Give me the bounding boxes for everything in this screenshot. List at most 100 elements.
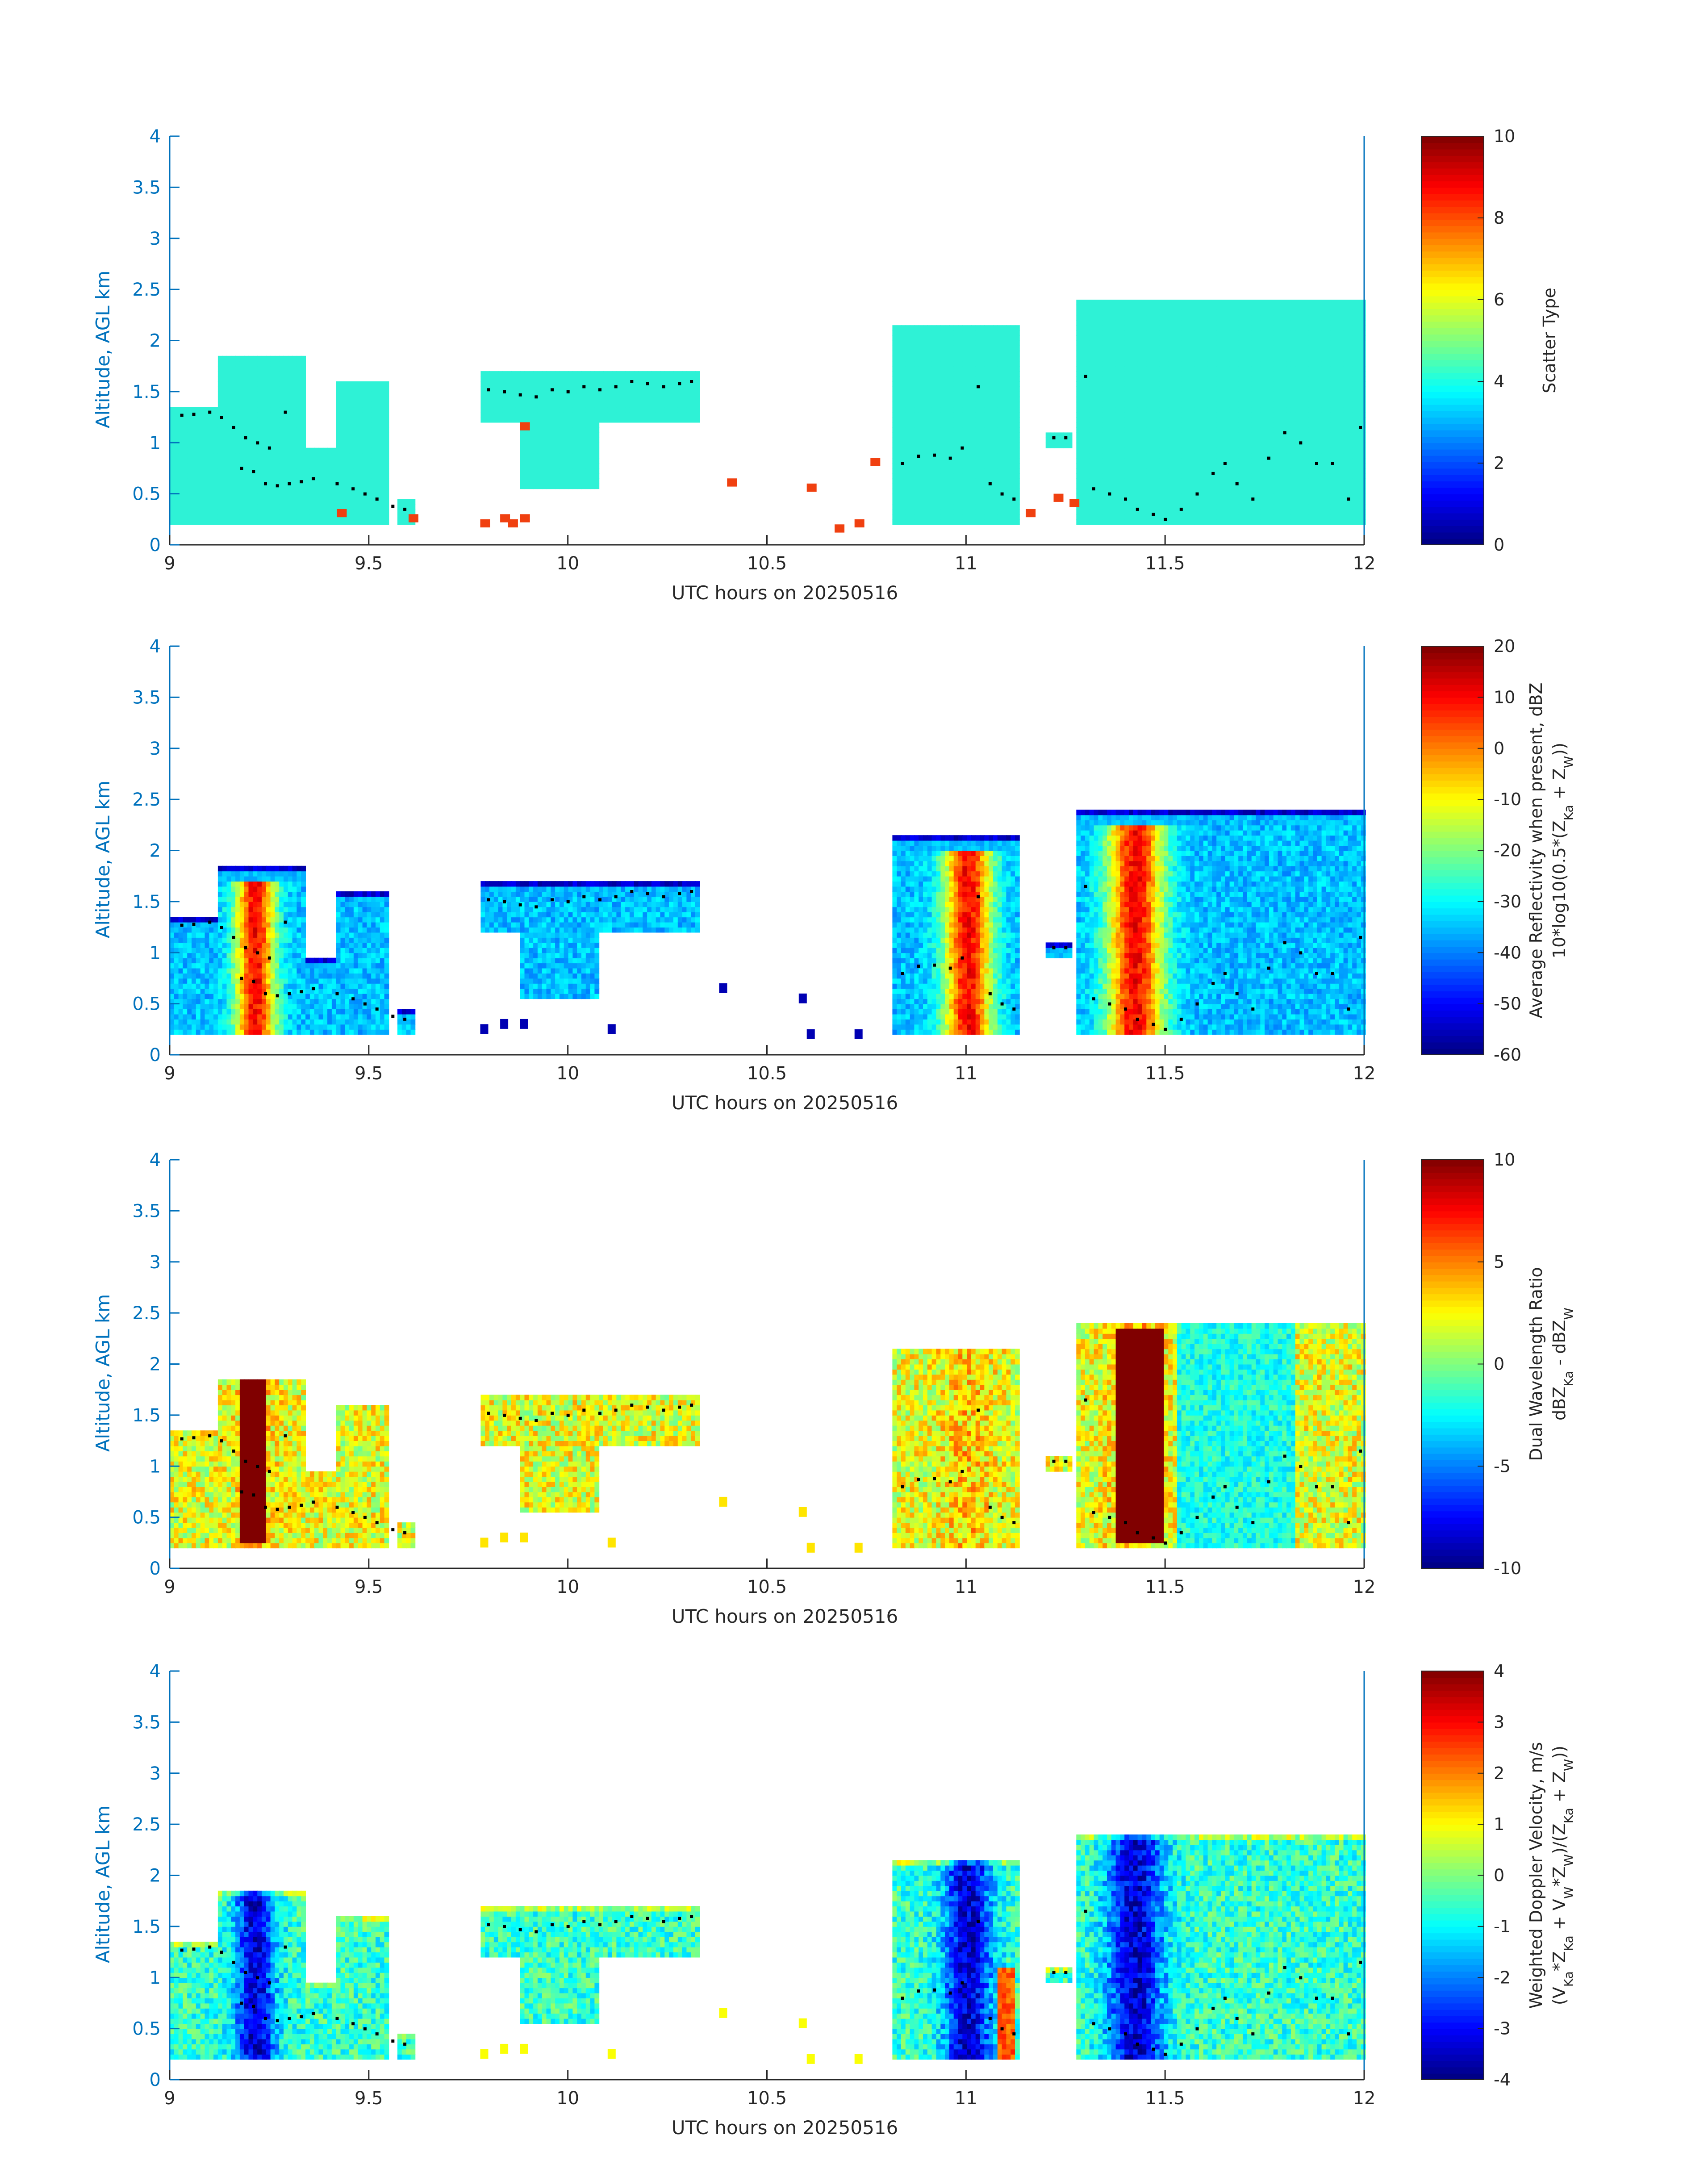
cell bbox=[296, 432, 301, 438]
cell bbox=[1138, 325, 1143, 330]
cell bbox=[572, 448, 577, 453]
cell bbox=[971, 407, 976, 412]
cell bbox=[292, 366, 297, 372]
cell bbox=[581, 438, 586, 443]
cell bbox=[1102, 494, 1107, 499]
cell bbox=[1238, 397, 1243, 402]
cell bbox=[594, 463, 599, 468]
cell bbox=[275, 361, 280, 366]
cell bbox=[341, 484, 346, 489]
cell bbox=[406, 509, 411, 514]
cell bbox=[1168, 514, 1173, 519]
cell bbox=[989, 371, 994, 376]
cell bbox=[1177, 412, 1182, 418]
cell bbox=[910, 341, 915, 346]
cell bbox=[257, 468, 262, 473]
cell bbox=[1046, 432, 1051, 438]
cell bbox=[174, 484, 179, 489]
cell bbox=[358, 397, 363, 402]
cell bbox=[682, 417, 687, 422]
cell bbox=[1247, 494, 1252, 499]
cell bbox=[192, 509, 196, 514]
cell bbox=[1225, 417, 1230, 422]
cell bbox=[1116, 494, 1121, 499]
cell bbox=[336, 432, 341, 438]
cell bbox=[314, 478, 319, 484]
cell bbox=[1102, 468, 1107, 473]
cell bbox=[1085, 381, 1090, 387]
cell bbox=[262, 376, 267, 382]
cell bbox=[1111, 397, 1116, 402]
cell bbox=[962, 489, 967, 494]
cell bbox=[305, 458, 310, 464]
cell bbox=[284, 376, 288, 382]
cell bbox=[1182, 499, 1186, 504]
cell bbox=[560, 468, 564, 473]
cell bbox=[568, 397, 573, 402]
cell bbox=[1164, 417, 1169, 422]
cell bbox=[179, 422, 184, 428]
cell bbox=[332, 473, 337, 479]
cell bbox=[1160, 330, 1165, 336]
cell bbox=[489, 397, 494, 402]
cell bbox=[993, 346, 998, 351]
cell bbox=[341, 412, 346, 418]
cell bbox=[218, 356, 223, 361]
cell bbox=[892, 427, 897, 433]
cell bbox=[1208, 438, 1213, 443]
cell bbox=[292, 422, 297, 428]
cell bbox=[1146, 499, 1151, 504]
cell bbox=[271, 514, 276, 519]
cell bbox=[1124, 381, 1129, 387]
cell bbox=[1081, 351, 1086, 356]
cell bbox=[376, 422, 380, 428]
cell bbox=[1243, 366, 1248, 372]
cell bbox=[376, 509, 380, 514]
cell bbox=[897, 463, 902, 468]
cell bbox=[927, 468, 932, 473]
cell bbox=[1216, 478, 1221, 484]
cell bbox=[923, 448, 928, 453]
cell bbox=[958, 402, 963, 407]
cell bbox=[958, 438, 963, 443]
cell bbox=[1216, 386, 1221, 392]
cell bbox=[1203, 392, 1208, 397]
cell bbox=[507, 392, 512, 397]
cell bbox=[1221, 402, 1226, 407]
cell bbox=[932, 346, 937, 351]
cell bbox=[892, 468, 897, 473]
cell bbox=[266, 366, 271, 372]
cell bbox=[411, 509, 416, 514]
cell bbox=[962, 381, 967, 387]
cell bbox=[897, 427, 902, 433]
cell bbox=[1116, 397, 1121, 402]
cell bbox=[1203, 463, 1208, 468]
cell bbox=[1129, 407, 1134, 412]
cell bbox=[1160, 356, 1165, 361]
cell bbox=[1160, 504, 1165, 510]
cell bbox=[235, 489, 240, 494]
cell bbox=[919, 443, 923, 448]
cell bbox=[1006, 346, 1011, 351]
cell bbox=[1085, 494, 1090, 499]
cell bbox=[1190, 499, 1195, 504]
cell bbox=[1238, 351, 1243, 356]
cell bbox=[205, 422, 210, 428]
cell bbox=[572, 473, 577, 479]
cell bbox=[1094, 519, 1099, 525]
cell bbox=[906, 361, 910, 366]
cell bbox=[480, 402, 485, 407]
cell bbox=[275, 514, 280, 519]
cell bbox=[179, 494, 184, 499]
cell bbox=[525, 392, 530, 397]
cell bbox=[910, 381, 915, 387]
cell bbox=[367, 417, 372, 422]
cell bbox=[179, 514, 184, 519]
cell bbox=[958, 432, 963, 438]
cell bbox=[253, 458, 258, 464]
cell bbox=[279, 422, 284, 428]
cell bbox=[1221, 468, 1226, 473]
cell bbox=[971, 376, 976, 382]
cell bbox=[1002, 448, 1007, 453]
cell bbox=[555, 463, 560, 468]
